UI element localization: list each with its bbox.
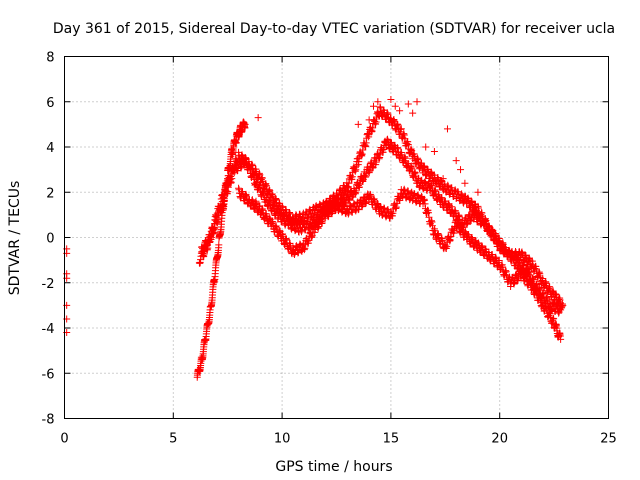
x-tick-label: 25 [600, 432, 617, 447]
x-tick-label: 15 [383, 432, 400, 447]
series-points [235, 184, 565, 343]
data-point [391, 102, 399, 110]
series-points [193, 118, 249, 381]
data-point [396, 107, 404, 115]
y-tick-label: 2 [46, 186, 54, 201]
data-point [557, 335, 565, 343]
data-point [254, 114, 262, 122]
x-tick-label: 20 [491, 432, 508, 447]
x-tick-label: 5 [169, 432, 177, 447]
data-point [430, 148, 438, 156]
data-point [439, 175, 447, 183]
y-tick-label: -2 [42, 277, 55, 292]
data-point [354, 155, 362, 163]
data-point [550, 315, 558, 323]
data-point [365, 116, 373, 124]
data-point [404, 100, 412, 108]
data-point [457, 166, 465, 174]
y-tick-label: 0 [46, 232, 54, 247]
data-point [443, 125, 451, 133]
data-points [63, 95, 567, 381]
data-point [461, 179, 469, 187]
data-point [232, 139, 240, 147]
series-points [252, 95, 482, 205]
grid-lines [64, 56, 609, 419]
data-point [397, 125, 405, 133]
data-point [252, 197, 260, 205]
data-point [223, 182, 231, 190]
series-points [198, 135, 565, 317]
data-point [557, 306, 565, 314]
y-tick-label: 6 [46, 96, 54, 111]
data-point [354, 120, 362, 128]
data-point [215, 241, 223, 249]
data-point [495, 257, 503, 265]
data-point [369, 102, 377, 110]
plot-frame [64, 56, 609, 419]
axis-ticks: -8 -6 -4 -2 0 2 4 6 8 0 5 10 15 20 25 [42, 51, 617, 447]
data-point [413, 98, 421, 106]
y-tick-label: -4 [42, 322, 55, 337]
x-axis-label: GPS time / hours [275, 459, 392, 475]
data-point [409, 109, 417, 117]
data-point [378, 111, 386, 119]
data-point [422, 143, 430, 151]
x-tick-label: 10 [274, 432, 291, 447]
y-tick-label: -6 [42, 367, 55, 382]
data-point [452, 157, 460, 165]
data-point [241, 120, 249, 128]
y-tick-label: 4 [46, 141, 54, 156]
y-tick-label: -8 [42, 413, 55, 428]
y-tick-label: 8 [46, 51, 54, 66]
x-tick-label: 0 [60, 432, 68, 447]
data-point [474, 188, 482, 196]
chart-title: Day 361 of 2015, Sidereal Day-to-day VTE… [53, 21, 615, 37]
data-point [374, 98, 382, 106]
y-axis-label: SDTVAR / TECUs [7, 181, 23, 296]
data-point [387, 95, 395, 103]
